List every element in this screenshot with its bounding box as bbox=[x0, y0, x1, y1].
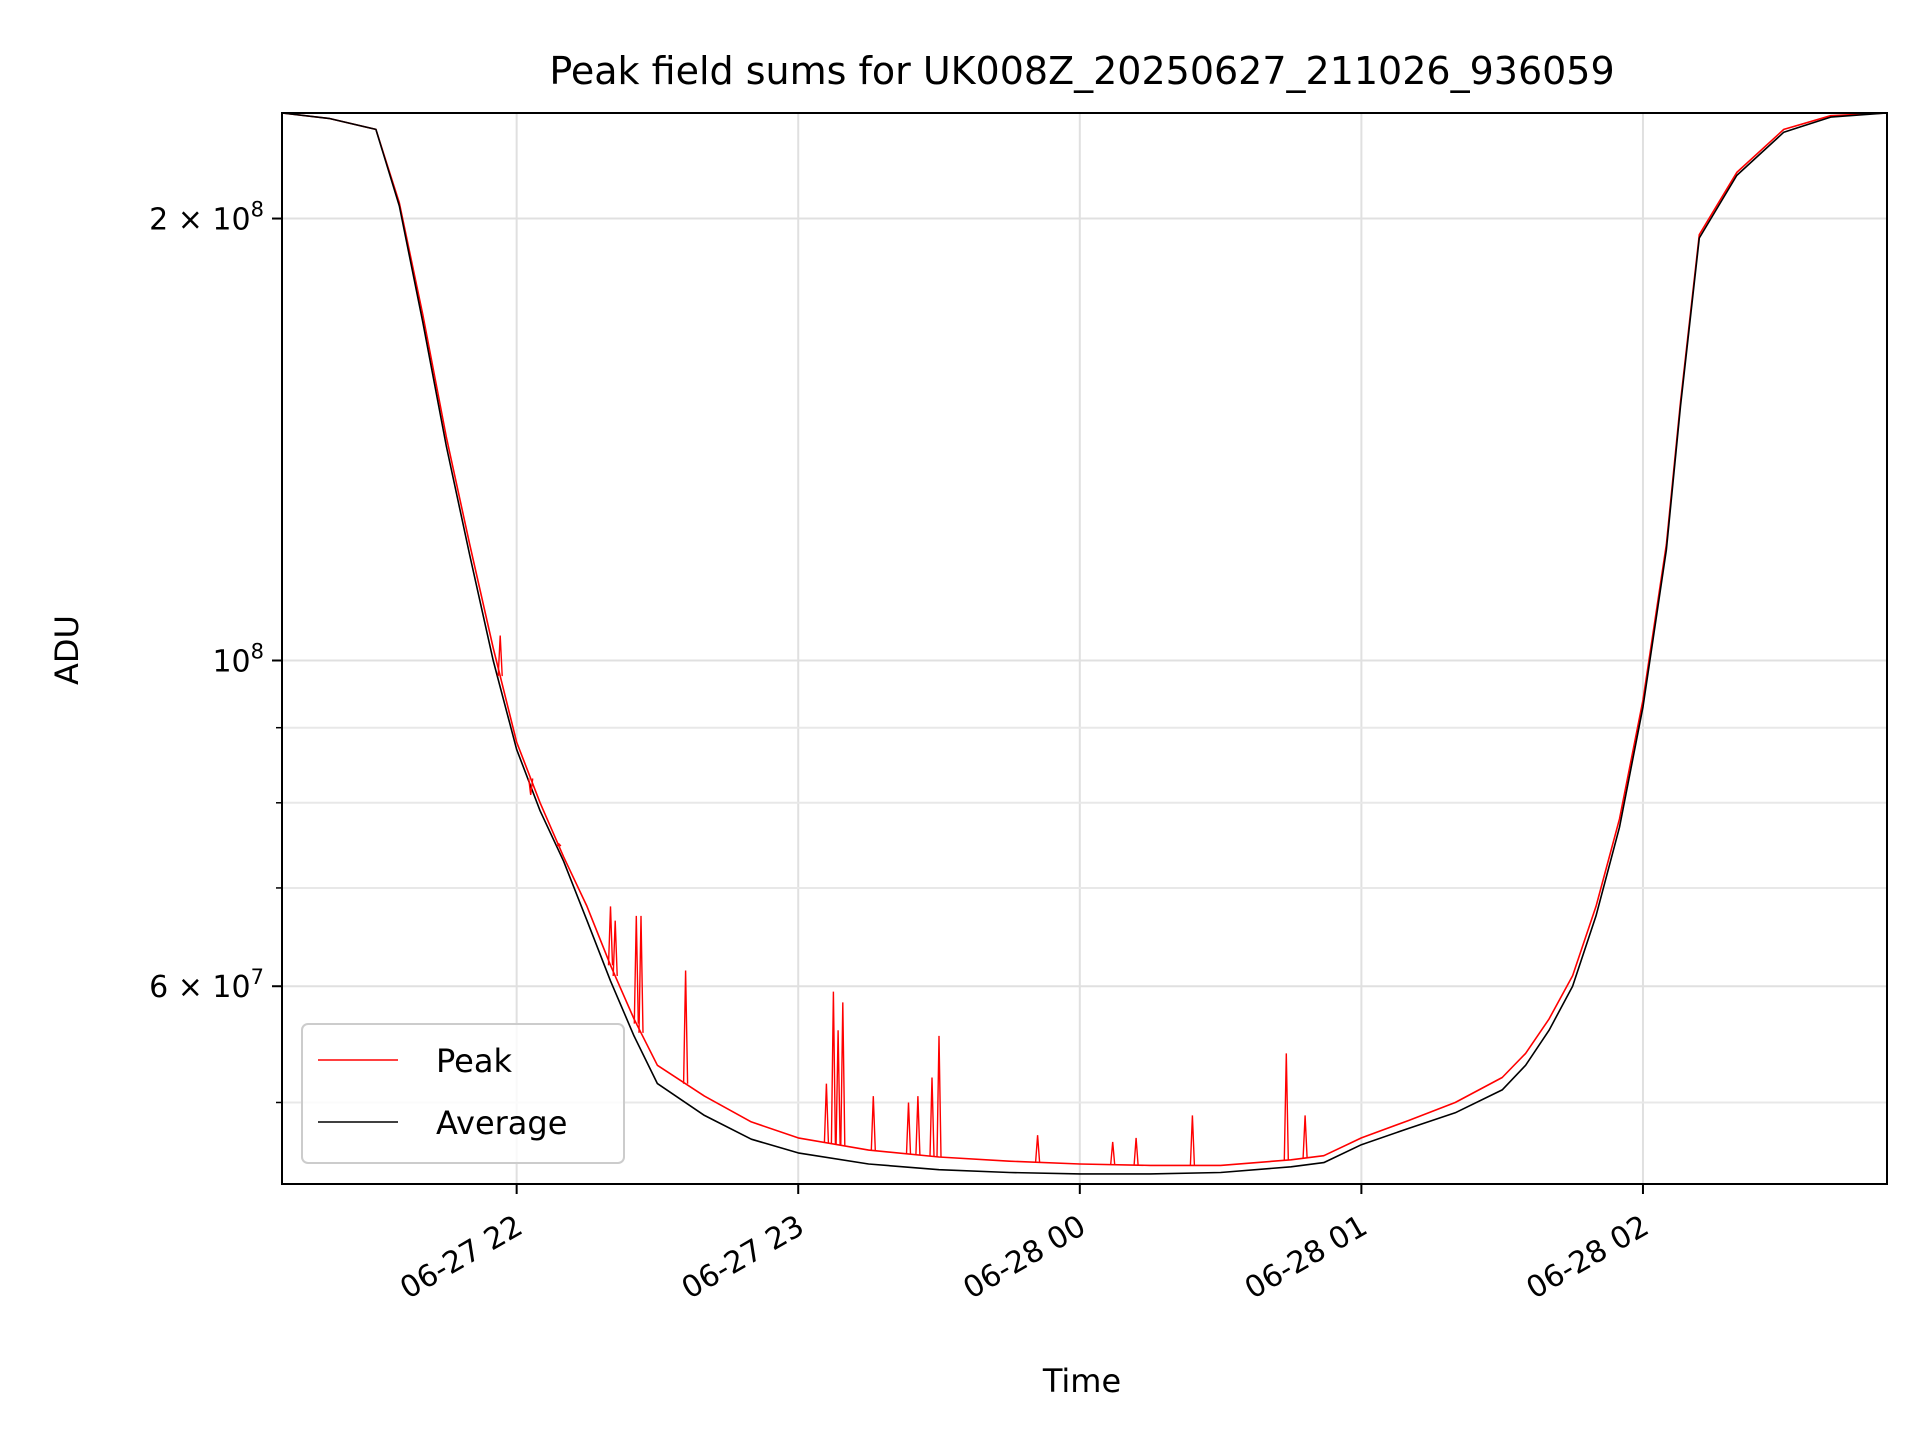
y-tick-label: 2 × 108 bbox=[149, 198, 264, 238]
peak-spike bbox=[682, 970, 689, 1084]
peak-spike bbox=[823, 1083, 830, 1143]
peak-spike bbox=[612, 920, 618, 977]
plot-frame bbox=[281, 112, 1888, 1185]
peak-spike bbox=[1283, 1053, 1289, 1161]
y-axis-label: ADU bbox=[48, 615, 86, 685]
legend-box bbox=[301, 1023, 625, 1164]
peak-spike bbox=[929, 1077, 935, 1157]
peak-spike bbox=[1189, 1115, 1196, 1166]
series-line-peak bbox=[281, 112, 1888, 1167]
y-tick-label: 108 bbox=[212, 640, 264, 680]
peak-spike bbox=[1302, 1115, 1308, 1159]
peak-spike bbox=[1110, 1141, 1116, 1165]
peak-spike bbox=[1034, 1135, 1041, 1163]
peak-spike bbox=[556, 842, 562, 847]
peak-spike bbox=[870, 1096, 876, 1151]
peak-spike bbox=[607, 906, 614, 966]
series-line-average bbox=[281, 112, 1888, 1175]
peak-spike bbox=[915, 1096, 921, 1156]
peak-spike bbox=[528, 778, 534, 795]
plot-series bbox=[281, 112, 1888, 1175]
peak-spike bbox=[840, 1002, 846, 1146]
legend: Peak Average bbox=[301, 1023, 625, 1164]
peak-spike bbox=[1133, 1137, 1139, 1166]
peak-spike bbox=[835, 1030, 841, 1145]
chart-title: Peak field sums for UK008Z_20250627_2110… bbox=[549, 49, 1614, 93]
x-axis-label: Time bbox=[1042, 1362, 1121, 1400]
legend-peak-label: Peak bbox=[436, 1042, 512, 1080]
peak-spike bbox=[936, 1035, 942, 1158]
peak-spike bbox=[905, 1102, 912, 1155]
peak-spike bbox=[633, 915, 639, 1024]
peak-spike bbox=[638, 915, 644, 1033]
y-tick-label: 6 × 107 bbox=[149, 965, 264, 1005]
peak-spike bbox=[497, 635, 503, 677]
peak-spikes bbox=[497, 635, 1308, 1166]
peak-spike bbox=[830, 991, 837, 1145]
legend-average-label: Average bbox=[436, 1104, 567, 1142]
y-axis-ticks: 2 × 108 108 6 × 107 bbox=[149, 198, 282, 1104]
